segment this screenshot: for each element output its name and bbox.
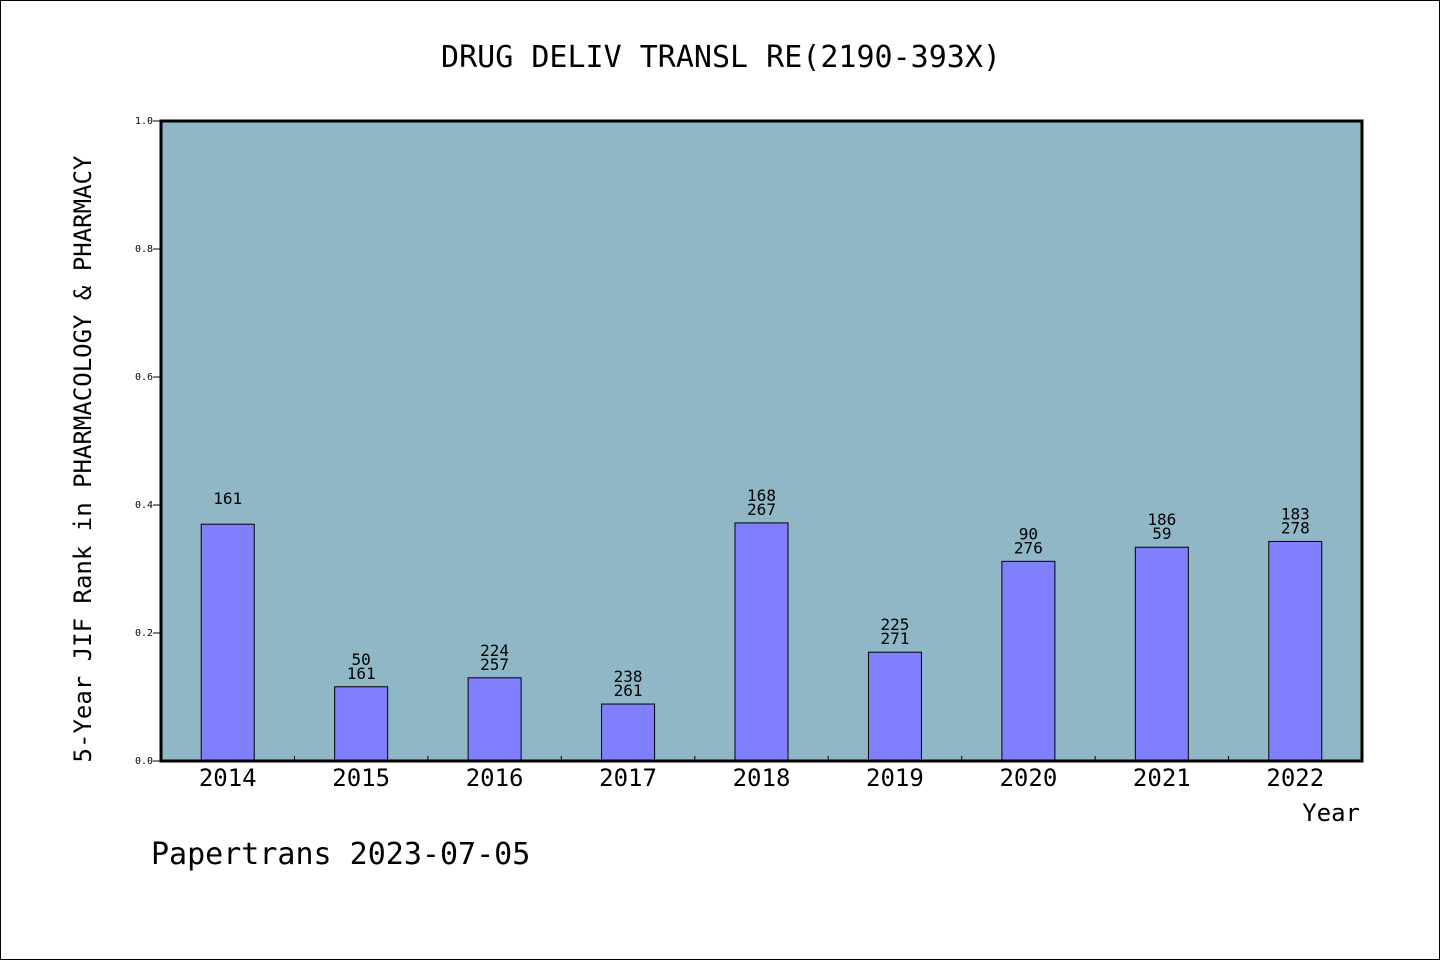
y-tick-label: 0.4 <box>135 500 153 511</box>
bar-2015 <box>334 686 389 762</box>
x-tick-label: 2016 <box>466 764 524 792</box>
bar-data-label: 267 <box>747 500 776 519</box>
x-tick-label: 2014 <box>199 764 257 792</box>
bar-2019 <box>867 651 922 762</box>
x-tick-label: 2020 <box>999 764 1057 792</box>
bar-data-label: 90 <box>1019 524 1038 543</box>
bar-data-label: 278 <box>1281 518 1310 537</box>
footer-text: Papertrans 2023-07-05 <box>151 837 530 872</box>
x-tick-label: 2021 <box>1133 764 1191 792</box>
bar-2017 <box>601 703 656 762</box>
bar-2018 <box>734 522 789 762</box>
y-tick-label: 0.8 <box>135 244 153 255</box>
bar-data-label: 257 <box>480 655 509 674</box>
y-axis-label: 5-Year JIF Rank in PHARMACOLOGY & PHARMA… <box>69 155 97 762</box>
bar-data-label: 50 <box>352 650 371 669</box>
y-tick-label: 0.0 <box>135 756 153 767</box>
bar-data-label: 186 <box>1147 510 1176 529</box>
chart-title: DRUG DELIV TRANSL RE(2190-393X) <box>441 40 1001 75</box>
bar-data-label: 238 <box>614 667 643 686</box>
bar-2016 <box>467 677 522 762</box>
x-tick-label: 2017 <box>599 764 657 792</box>
bar-data-label: 271 <box>880 629 909 648</box>
bar-2022 <box>1268 540 1323 762</box>
bar-data-label: 225 <box>880 615 909 634</box>
y-tick-label: 0.2 <box>135 628 153 639</box>
bar-data-label: 59 <box>1152 524 1171 543</box>
bar-data-label: 261 <box>614 681 643 700</box>
bar-2021 <box>1134 546 1189 762</box>
bar-data-label: 161 <box>347 664 376 683</box>
bar-data-label: 183 <box>1281 504 1310 523</box>
bar-data-label: 168 <box>747 486 776 505</box>
x-tick-label: 2018 <box>733 764 791 792</box>
x-axis-label: Year <box>1302 799 1360 827</box>
bar-data-label: 276 <box>1014 538 1043 557</box>
y-tick-label: 1.0 <box>135 116 153 127</box>
bar-data-label: 161 <box>213 489 242 508</box>
y-tick-label: 0.6 <box>135 372 153 383</box>
bar-2014 <box>200 523 255 762</box>
x-tick-label: 2022 <box>1266 764 1324 792</box>
bar-data-label: 224 <box>480 641 509 660</box>
x-tick-label: 2019 <box>866 764 924 792</box>
x-tick-label: 2015 <box>332 764 390 792</box>
bar-2020 <box>1001 560 1056 762</box>
plot-frame <box>159 119 1364 763</box>
